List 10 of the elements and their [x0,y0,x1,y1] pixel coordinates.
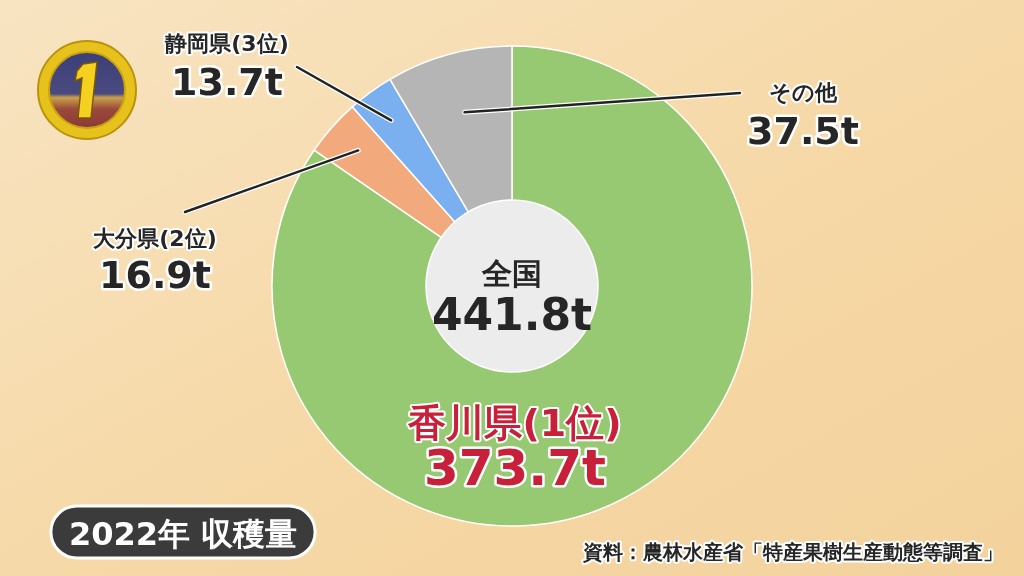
slice-label: 静岡県(3位) [164,31,289,56]
text: 全国 [481,256,542,291]
text: 441.8t [431,289,593,340]
slice-label: その他 [769,80,838,105]
data-label: 37.5t [747,109,859,153]
text: 2022年 収穫量 [68,515,298,553]
data-label: 13.7t [171,60,283,104]
text: 資料：農林水産省「特産果樹生産動態等調査」 [582,540,1003,564]
slice-label: 大分県(2位) [93,226,217,251]
data-label: 16.9t [99,253,211,297]
